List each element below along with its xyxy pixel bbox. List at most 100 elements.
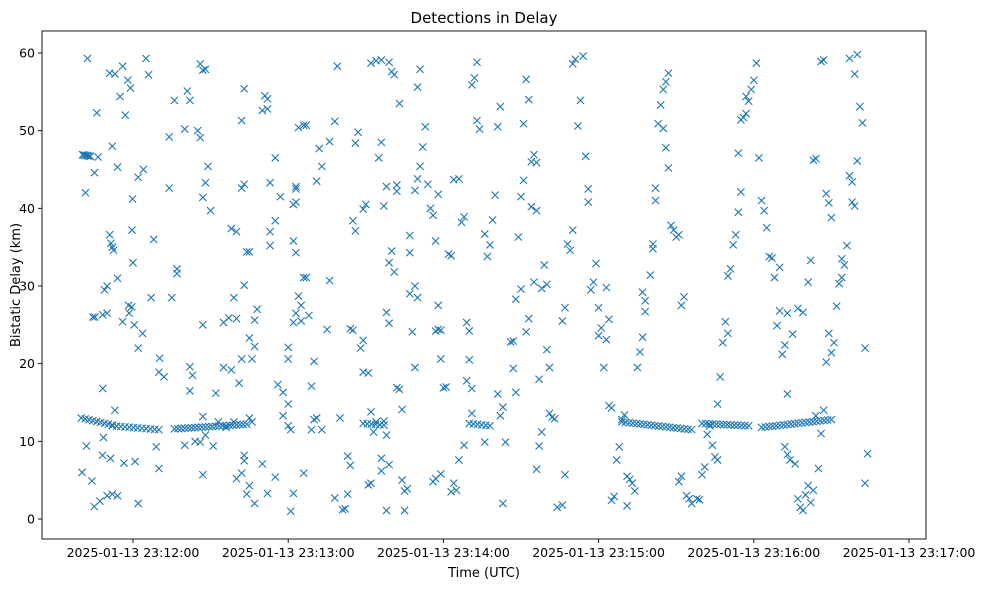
detection-point — [747, 85, 756, 94]
detection-point — [498, 499, 507, 508]
detection-point — [568, 226, 577, 235]
detection-point — [118, 317, 127, 326]
detection-point — [98, 310, 107, 319]
detection-point — [744, 421, 753, 430]
detection-point — [576, 96, 585, 105]
detection-point — [330, 117, 339, 126]
detection-point — [185, 386, 194, 395]
detection-point — [392, 383, 401, 392]
detection-point — [625, 475, 634, 484]
detection-point — [793, 494, 802, 503]
detection-point — [98, 384, 107, 393]
detection-point — [460, 441, 469, 450]
detection-point — [289, 489, 298, 498]
detection-point — [721, 317, 730, 326]
detection-point — [131, 457, 140, 466]
detection-point — [524, 314, 533, 323]
detection-point — [646, 271, 655, 280]
detection-point — [827, 213, 836, 222]
detection-point — [284, 421, 293, 430]
detection-point — [623, 501, 632, 510]
detection-point — [431, 474, 440, 483]
detection-point — [82, 442, 91, 450]
detection-point — [835, 279, 844, 288]
detection-point — [798, 506, 807, 515]
detection-point — [742, 109, 751, 118]
detection-point — [366, 407, 375, 416]
detection-point — [736, 188, 745, 197]
detection-point — [128, 195, 137, 204]
detection-point — [457, 218, 466, 227]
detection-point — [861, 479, 870, 488]
detection-point — [346, 324, 355, 333]
detection-point — [493, 122, 502, 131]
detection-point — [279, 411, 288, 420]
detection-point — [286, 507, 295, 516]
detection-point — [119, 459, 128, 468]
detection-point — [374, 153, 383, 162]
detection-point — [237, 355, 246, 363]
detection-point — [434, 190, 443, 199]
detection-point — [568, 59, 577, 68]
detection-point — [579, 52, 588, 61]
detection-point — [312, 177, 321, 186]
detection-point — [586, 285, 595, 294]
detection-point — [522, 327, 531, 336]
detection-point — [348, 326, 357, 335]
detection-point — [509, 337, 518, 346]
detection-point — [245, 414, 254, 423]
detection-point — [242, 247, 251, 256]
detection-point — [100, 285, 109, 294]
detection-point — [165, 132, 174, 141]
detection-point — [310, 415, 319, 424]
detection-point — [315, 144, 324, 153]
detection-point — [485, 421, 494, 430]
detection-point — [723, 420, 732, 429]
detection-point — [154, 425, 163, 434]
detection-point — [434, 301, 443, 310]
detection-point — [291, 198, 300, 207]
detection-point — [483, 252, 492, 261]
detection-point — [677, 301, 686, 310]
detection-point — [341, 504, 350, 513]
y-tick-label: 0 — [27, 512, 35, 527]
detection-point — [798, 308, 807, 317]
detection-point — [237, 116, 246, 125]
detection-point — [387, 247, 396, 256]
x-tick-label: 2025-01-13 23:17:00 — [843, 545, 976, 560]
detection-point — [638, 288, 647, 297]
detection-point — [86, 152, 95, 161]
detection-point — [651, 196, 660, 205]
detection-point — [263, 489, 272, 498]
detection-point — [410, 186, 419, 195]
detection-point — [366, 59, 375, 68]
detection-point — [558, 501, 567, 510]
detection-point — [506, 337, 515, 346]
detection-point — [147, 293, 156, 302]
detection-point — [641, 307, 650, 316]
detection-point — [240, 180, 249, 189]
detection-point — [858, 118, 867, 127]
detection-point — [237, 469, 246, 478]
detection-point — [134, 173, 143, 182]
detection-point — [786, 455, 795, 464]
detection-point — [542, 280, 551, 289]
detection-point — [824, 329, 833, 338]
detection-point — [467, 409, 476, 418]
detection-point — [441, 382, 450, 391]
detection-point — [509, 364, 518, 373]
detection-point — [550, 414, 559, 423]
detection-point — [485, 240, 494, 249]
detection-point — [198, 470, 207, 479]
detection-point — [103, 491, 112, 500]
detection-point — [198, 193, 207, 202]
detection-point — [209, 442, 218, 450]
y-tick-label: 60 — [19, 46, 35, 61]
detection-point — [635, 348, 644, 357]
detection-point — [749, 76, 758, 85]
detection-point — [817, 57, 826, 66]
detection-point — [410, 282, 419, 290]
detection-point — [263, 104, 272, 113]
detection-point — [258, 106, 267, 115]
detection-point — [90, 313, 99, 322]
